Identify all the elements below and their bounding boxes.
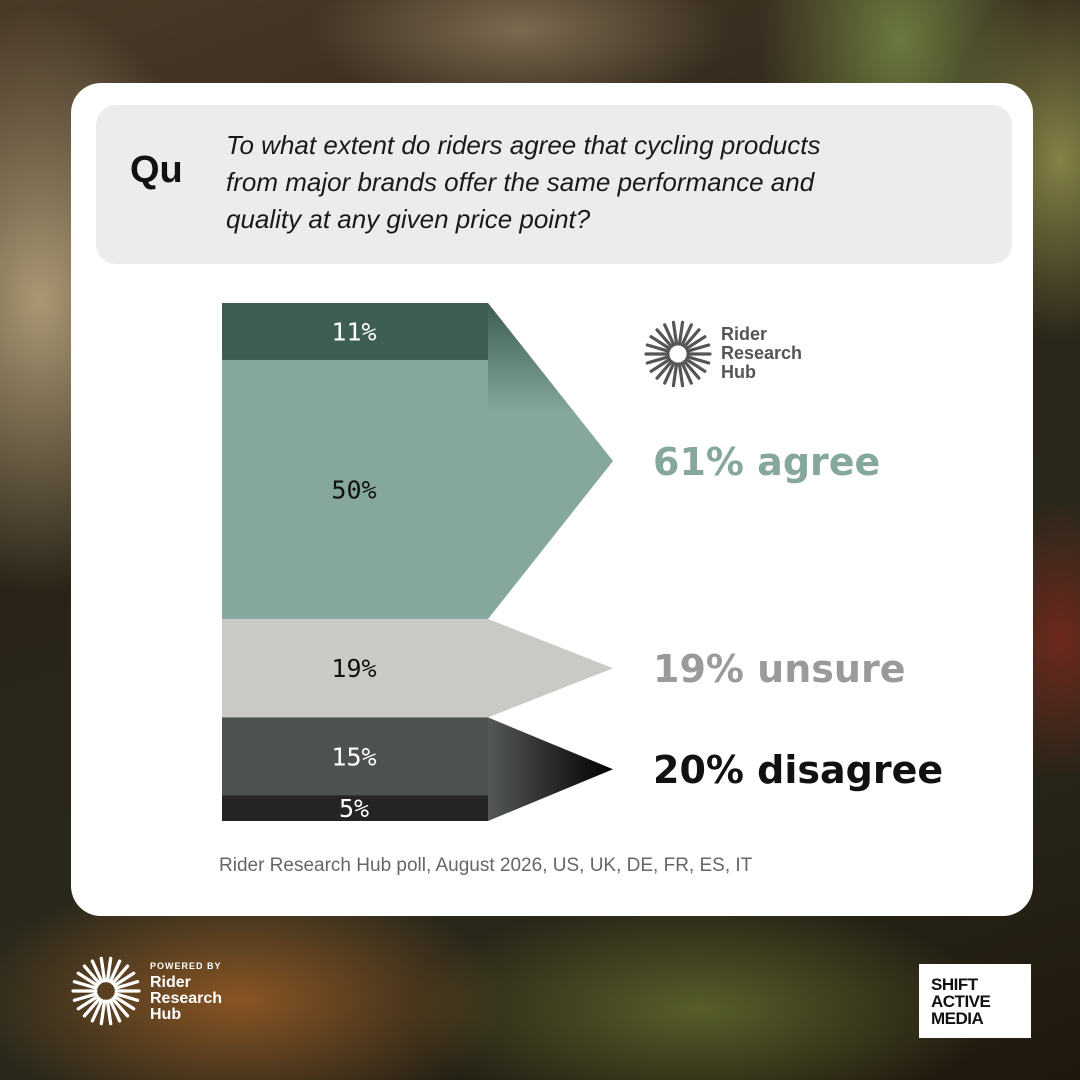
brand-logo: Rider Research Hub xyxy=(643,319,823,389)
segment-label: 19% xyxy=(331,654,376,683)
partner-line-3: MEDIA xyxy=(931,1009,984,1028)
group-arrow xyxy=(488,618,613,718)
partner-line-1: SHIFT xyxy=(931,975,978,994)
footer-brand-line-3: Hub xyxy=(150,1006,182,1023)
footer-brand-line-2: Research xyxy=(150,990,223,1007)
bar-segment-11 xyxy=(222,303,488,360)
question-box: Qu To what extent do riders agree that c… xyxy=(96,105,1012,264)
brand-line-3: Hub xyxy=(721,362,756,382)
segment-label: 15% xyxy=(331,742,376,771)
footer-brand-line-1: Rider xyxy=(150,974,191,991)
group-arrow xyxy=(488,303,613,619)
source-note: Rider Research Hub poll, August 2026, US… xyxy=(219,855,753,876)
partner-name: SHIFT ACTIVE MEDIA xyxy=(931,975,991,1028)
group-label: 19% unsure xyxy=(653,647,905,691)
question-label: Qu xyxy=(130,149,183,191)
sunburst-icon xyxy=(644,320,712,388)
powered-by-logo: POWERED BY Rider Research Hub xyxy=(70,955,270,1035)
sunburst-icon xyxy=(71,956,141,1026)
question-text: To what extent do riders agree that cycl… xyxy=(226,127,926,238)
group-arrow xyxy=(488,717,613,821)
bar-segment-50 xyxy=(222,359,488,619)
powered-by-text: POWERED BY xyxy=(150,961,222,971)
brand-line-2: Research xyxy=(721,343,803,363)
question-line-3: quality at any given price point? xyxy=(226,204,591,234)
group-labels: 61% agree 19% unsure 20% disagree xyxy=(653,440,943,792)
segment-labels: 11% 50% 19% 15% 5% xyxy=(331,317,376,823)
question-line-2: from major brands offer the same perform… xyxy=(226,167,815,197)
segment-label: 11% xyxy=(331,317,376,346)
bar-segments xyxy=(222,303,488,821)
group-label: 61% agree xyxy=(653,440,880,484)
partner-line-2: ACTIVE xyxy=(931,992,991,1011)
bar-segment-5 xyxy=(222,795,488,821)
bar-segment-15 xyxy=(222,717,488,796)
footer-brand-name: Rider Research Hub xyxy=(150,975,222,1023)
question-line-1: To what extent do riders agree that cycl… xyxy=(226,130,821,160)
segment-label: 50% xyxy=(331,475,376,504)
stacked-bar-chart: 11% 50% 19% 15% 5% 61% agree 19% unsure 20% di… xyxy=(222,303,943,823)
bar-segment-19 xyxy=(222,618,488,718)
poll-card: Qu To what extent do riders agree that c… xyxy=(71,83,1033,916)
partner-logo: SHIFT ACTIVE MEDIA xyxy=(919,964,1031,1038)
group-label: 20% disagree xyxy=(653,748,943,792)
group-arrows xyxy=(488,303,613,821)
segment-label: 5% xyxy=(339,794,369,823)
brand-line-1: Rider xyxy=(721,324,768,344)
brand-name: Rider Research Hub xyxy=(721,325,802,382)
